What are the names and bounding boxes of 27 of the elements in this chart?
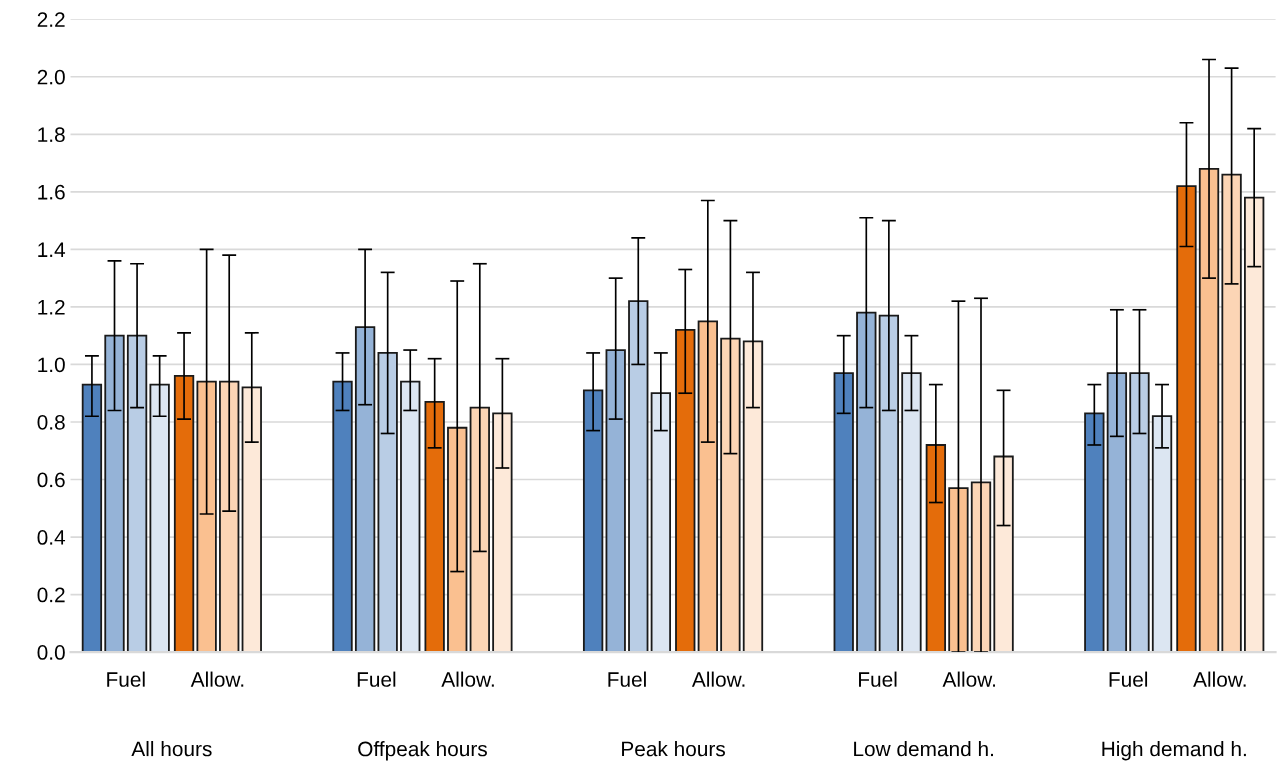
y-tick-label: 0.8 xyxy=(37,414,65,430)
x-tick-label: Allow. xyxy=(190,671,244,687)
x-tick-label: Fuel xyxy=(608,671,646,687)
y-tick-label: 0.6 xyxy=(37,472,65,488)
text: High demand h. xyxy=(1102,741,1246,761)
y-tick-label: 1.6 xyxy=(38,184,65,200)
x-tick-label: Fuel xyxy=(859,671,897,687)
y-tick-label: 2.0 xyxy=(37,69,65,85)
text: Peak hours xyxy=(622,741,725,757)
y-tick-label: 1.4 xyxy=(38,242,66,257)
text: All hours xyxy=(131,741,212,757)
x-tick-label: Fuel xyxy=(357,671,396,687)
y-tick-label: 1.0 xyxy=(38,357,65,373)
text: Low demand h. xyxy=(854,741,993,757)
x-tick-label: Allow. xyxy=(1193,671,1246,687)
text: Offpeak hours xyxy=(358,741,487,761)
x-tick-label: Allow. xyxy=(691,671,745,687)
y-tick-label: 0.2 xyxy=(37,587,65,603)
y-tick-label: 1.2 xyxy=(38,299,65,315)
x-tick-label: Fuel xyxy=(107,671,145,687)
y-tick-label: 0.4 xyxy=(37,530,66,545)
y-tick-label: 1.8 xyxy=(38,127,65,143)
x-tick-label: Fuel xyxy=(1109,671,1148,687)
y-tick-label: 0.0 xyxy=(37,645,65,660)
x-tick-label: Allow. xyxy=(942,671,996,687)
y-tick-label: 2.2 xyxy=(37,12,65,27)
x-tick-label: Allow. xyxy=(441,671,494,687)
